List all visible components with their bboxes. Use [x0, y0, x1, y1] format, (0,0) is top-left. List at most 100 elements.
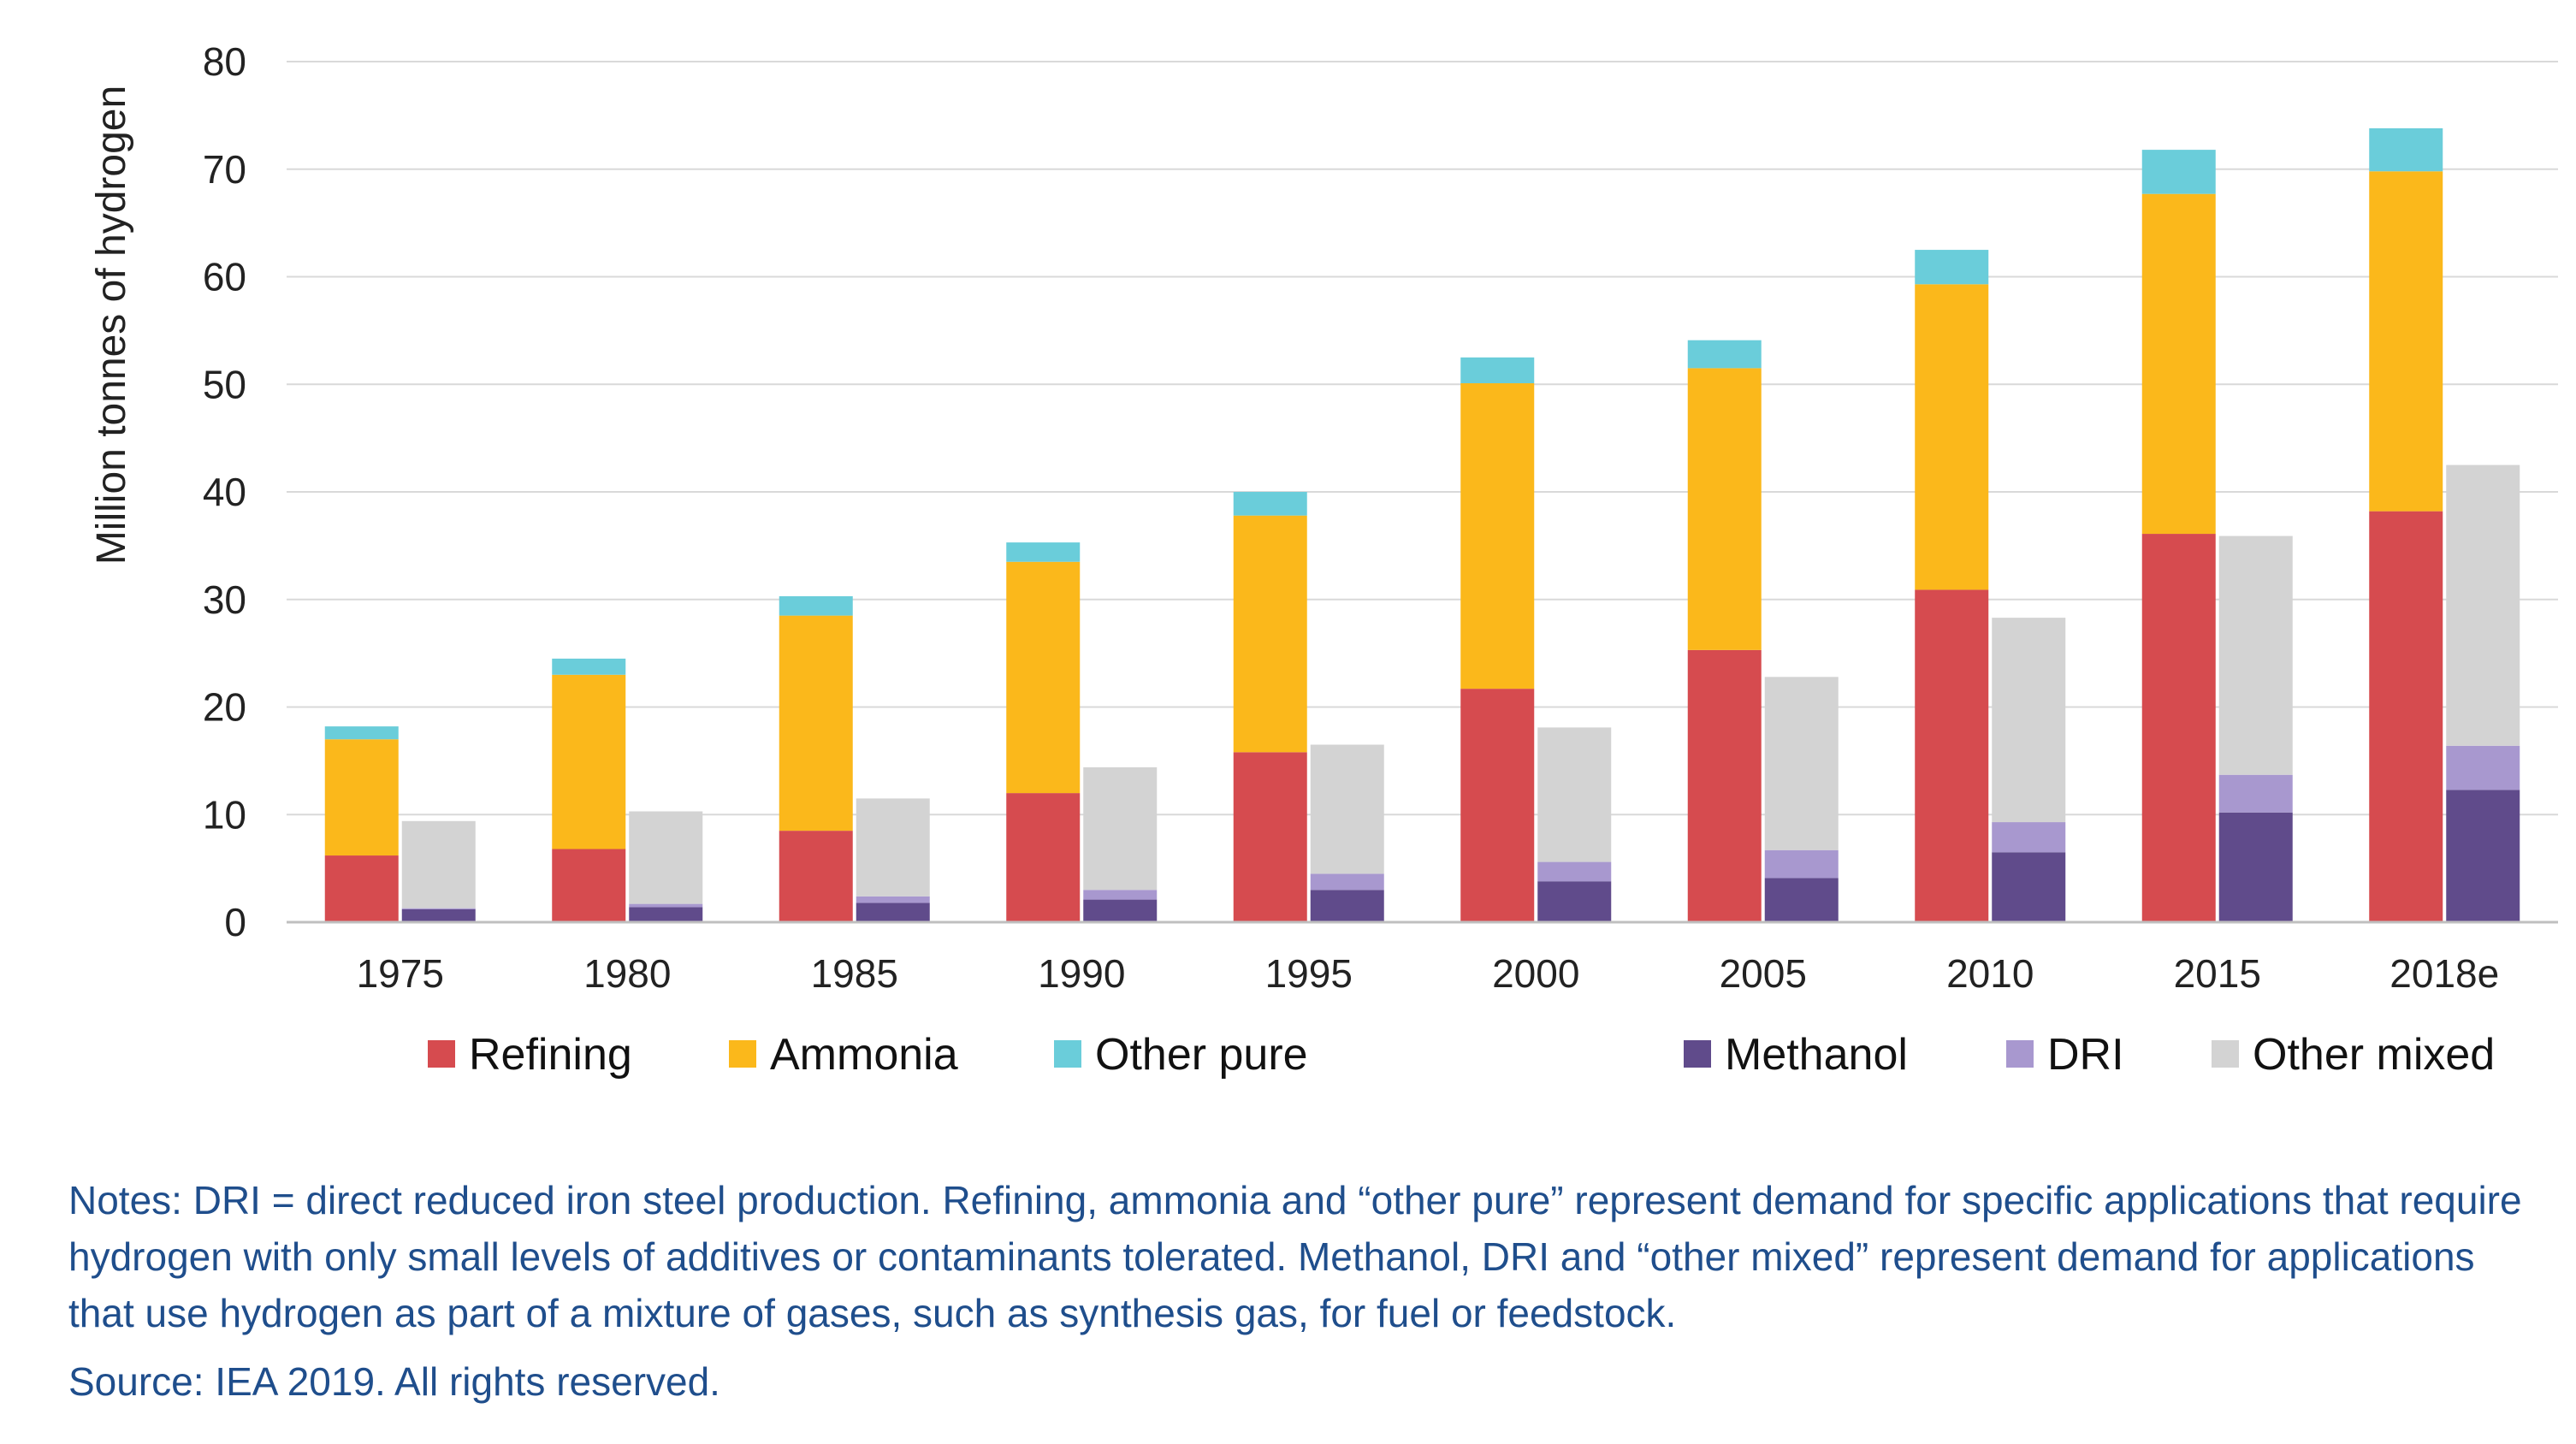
- bar-ammonia: [324, 739, 399, 856]
- bar-other-mixed: [1992, 618, 2066, 823]
- bar-other-mixed: [1310, 744, 1384, 874]
- x-tick-label: 2010: [1946, 951, 2034, 996]
- bar-other-pure: [1687, 340, 1762, 369]
- legend-swatch: [1054, 1040, 1081, 1068]
- legend-swatch: [428, 1040, 455, 1068]
- x-tick-label: 1990: [1038, 951, 1125, 996]
- bar-refining: [1915, 589, 1989, 922]
- bar-other-mixed: [401, 820, 476, 908]
- bar-refining: [779, 831, 853, 922]
- y-tick-label: 20: [203, 685, 246, 730]
- bar-methanol: [2446, 790, 2520, 922]
- legend-label: Other mixed: [2253, 1030, 2495, 1080]
- legend-label: Other pure: [1095, 1030, 1308, 1080]
- bar-refining: [1687, 649, 1762, 922]
- y-tick-label: 10: [203, 792, 246, 837]
- bar-refining: [324, 855, 399, 922]
- legend-label: Methanol: [1725, 1030, 1908, 1080]
- legend: Refining Ammonia Other pure Methanol DRI Othe…: [428, 1030, 2495, 1080]
- bar-refining: [1233, 752, 1307, 922]
- bar-ammonia: [2141, 193, 2216, 535]
- bar-ammonia: [1233, 515, 1307, 753]
- bar-dri: [1992, 822, 2066, 853]
- bar-dri: [1537, 861, 1612, 882]
- chart-notes: Notes: DRI = direct reduced iron steel p…: [68, 1178, 2522, 1335]
- bar-other-pure: [1233, 492, 1307, 516]
- bar-methanol: [1310, 890, 1384, 922]
- bar-other-mixed: [856, 798, 930, 897]
- y-tick-label: 60: [203, 255, 246, 299]
- legend-swatch: [2212, 1040, 2239, 1068]
- bar-other-pure: [779, 595, 853, 616]
- legend-label: Refining: [469, 1030, 632, 1080]
- bar-other-mixed: [2218, 536, 2293, 775]
- x-tick-label: 2018e: [2389, 951, 2499, 996]
- bar-refining: [1006, 793, 1081, 922]
- bar-other-pure: [1460, 357, 1535, 383]
- y-tick-label: 80: [203, 39, 246, 84]
- bar-methanol: [1083, 899, 1158, 922]
- bar-refining: [2369, 511, 2443, 922]
- x-tick-label: 1975: [357, 951, 444, 996]
- x-axis-ticks: 1975 1980 1985 1990 1995 2000 2005 2010 2015 2018…: [357, 951, 2500, 996]
- bar-other-mixed: [1537, 727, 1612, 862]
- x-tick-label: 2000: [1492, 951, 1579, 996]
- x-tick-label: 1995: [1265, 951, 1353, 996]
- bar-ammonia: [2369, 171, 2443, 512]
- bar-refining: [1460, 689, 1535, 922]
- bar-ammonia: [552, 674, 626, 849]
- y-tick-label: 40: [203, 470, 246, 514]
- y-axis-ticks: 0 10 20 30 40 50 60 70 80: [203, 39, 246, 944]
- bar-other-pure: [2369, 127, 2443, 172]
- legend-swatch: [2006, 1040, 2034, 1068]
- bar-methanol: [1992, 852, 2066, 922]
- legend-swatch: [729, 1040, 756, 1068]
- bar-dri: [1083, 890, 1158, 900]
- x-tick-label: 2015: [2174, 951, 2261, 996]
- stacked-bar-chart: 0 10 20 30 40 50 60 70 80 Million tonnes of hydr…: [89, 39, 2558, 1080]
- bar-other-pure: [1915, 250, 1989, 285]
- bar-ammonia: [1460, 382, 1535, 689]
- bar-dri: [856, 896, 930, 903]
- y-tick-label: 30: [203, 577, 246, 622]
- bar-methanol: [1537, 881, 1612, 922]
- gridlines: [287, 61, 2558, 816]
- legend-swatch: [1684, 1040, 1711, 1068]
- bar-refining: [552, 849, 626, 922]
- bar-other-mixed: [2446, 465, 2520, 746]
- x-tick-label: 1985: [811, 951, 898, 996]
- bar-other-pure: [324, 726, 399, 740]
- bar-dri: [2218, 774, 2293, 813]
- y-tick-label: 50: [203, 362, 246, 406]
- bar-other-mixed: [1083, 766, 1158, 891]
- legend-label: DRI: [2047, 1030, 2124, 1080]
- x-tick-label: 1980: [583, 951, 671, 996]
- legend-label: Ammonia: [770, 1030, 958, 1080]
- bar-other-pure: [552, 658, 626, 675]
- bar-other-pure: [1006, 542, 1081, 562]
- y-tick-label: 0: [224, 900, 246, 944]
- bar-dri: [2446, 745, 2520, 790]
- bar-dri: [401, 908, 476, 909]
- y-axis-label: Million tonnes of hydrogen: [89, 86, 134, 565]
- bar-methanol: [856, 902, 930, 922]
- bar-ammonia: [1915, 284, 1989, 590]
- bar-methanol: [401, 908, 476, 922]
- bar-dri: [1310, 873, 1384, 891]
- bar-dri: [1764, 849, 1839, 879]
- chart-source: Source: IEA 2019. All rights reserved.: [68, 1359, 720, 1404]
- bar-other-mixed: [1764, 677, 1839, 850]
- bar-ammonia: [1687, 368, 1762, 650]
- bar-other-pure: [2141, 150, 2216, 194]
- x-tick-label: 2005: [1720, 951, 1807, 996]
- bars: [324, 127, 2520, 922]
- bar-ammonia: [779, 615, 853, 831]
- bar-other-mixed: [629, 811, 703, 904]
- bar-refining: [2141, 534, 2216, 922]
- y-tick-label: 70: [203, 147, 246, 192]
- bar-methanol: [629, 907, 703, 922]
- bar-methanol: [2218, 812, 2293, 922]
- bar-methanol: [1764, 878, 1839, 922]
- bar-dri: [629, 903, 703, 908]
- bar-ammonia: [1006, 561, 1081, 794]
